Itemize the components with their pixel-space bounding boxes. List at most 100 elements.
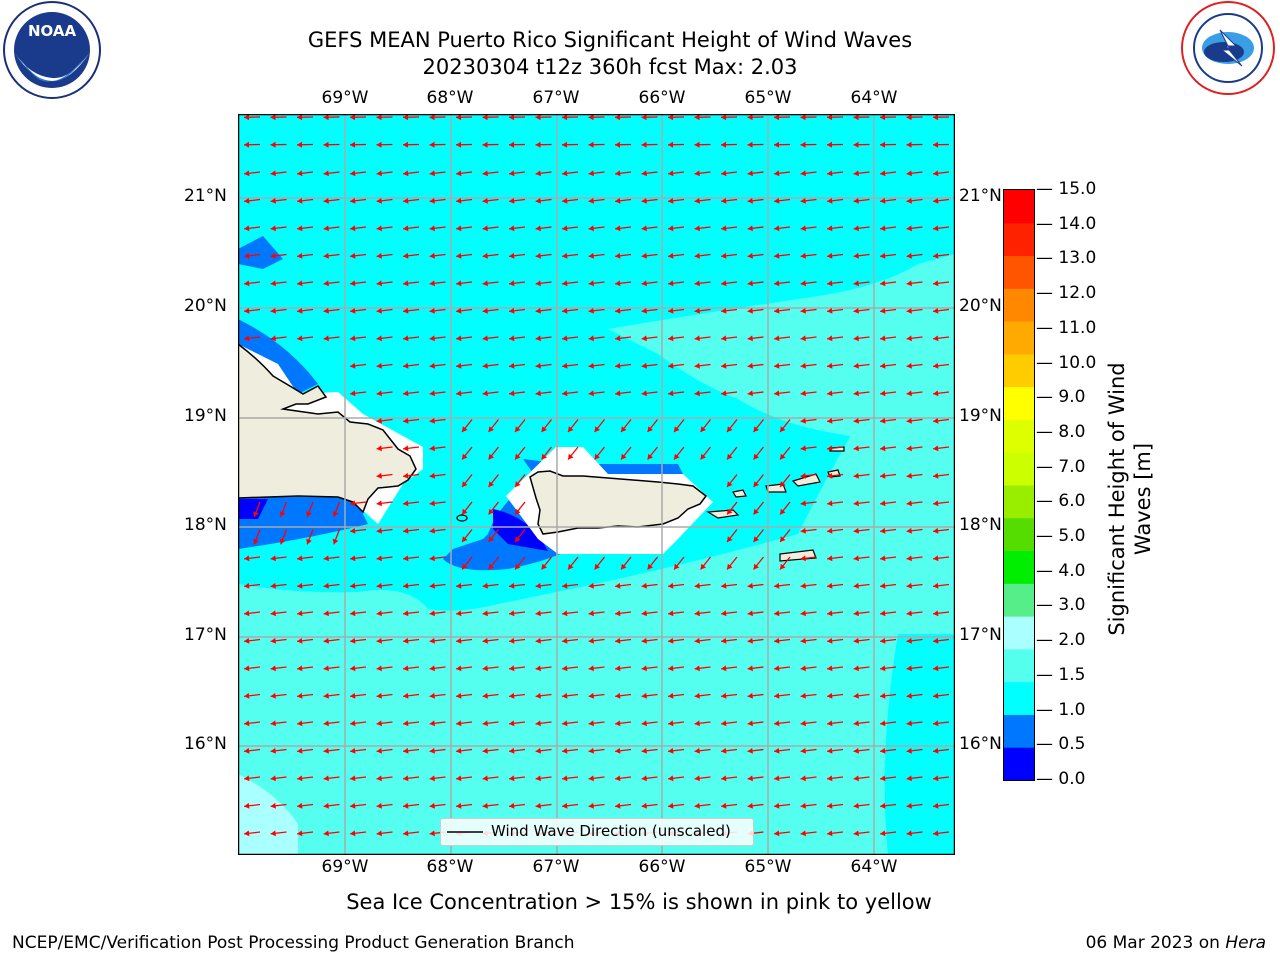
wind-wave-arrowhead bbox=[647, 453, 654, 460]
lat-label-right-17n: 17°N bbox=[959, 625, 1002, 645]
wind-wave-arrowhead bbox=[562, 775, 568, 782]
wind-wave-arrowhead bbox=[541, 563, 548, 570]
wind-wave-arrowhead bbox=[568, 453, 574, 460]
wind-wave-arrowhead bbox=[588, 252, 594, 259]
colorbar-tick-label: — 10.0 bbox=[1036, 352, 1097, 373]
wind-wave-arrowhead bbox=[906, 114, 912, 121]
wind-wave-arrowhead bbox=[615, 665, 621, 672]
wind-wave-arrowhead bbox=[562, 802, 568, 809]
wind-wave-arrowhead bbox=[727, 426, 733, 433]
wind-wave-arrowhead bbox=[933, 582, 939, 589]
wind-wave-arrowhead bbox=[456, 280, 462, 287]
wind-wave-arrowhead bbox=[350, 775, 356, 782]
wind-wave-arrowhead bbox=[668, 280, 674, 287]
wind-wave-arrowhead bbox=[376, 637, 382, 644]
wind-wave-arrowhead bbox=[429, 665, 435, 672]
lat-label-right-18n: 18°N bbox=[959, 515, 1002, 535]
wind-wave-arrowhead bbox=[933, 830, 939, 837]
wind-wave-arrowhead bbox=[827, 390, 833, 397]
wind-wave-arrowhead bbox=[906, 362, 912, 369]
wind-wave-arrowhead bbox=[562, 170, 568, 177]
wind-wave-arrowhead bbox=[535, 280, 541, 287]
wind-wave-arrowhead bbox=[827, 555, 833, 562]
wind-wave-arrowhead bbox=[562, 610, 568, 617]
wind-wave-arrowhead bbox=[350, 555, 356, 562]
wind-wave-arrowhead bbox=[376, 141, 382, 148]
wind-wave-arrowhead bbox=[853, 527, 859, 534]
wind-wave-arrowhead bbox=[880, 802, 886, 809]
wind-wave-arrowhead bbox=[721, 720, 727, 727]
colorbar-tick-label: — 1.0 bbox=[1036, 699, 1086, 720]
colorbar-tick-label: — 14.0 bbox=[1036, 213, 1097, 234]
wind-wave-arrowhead bbox=[780, 536, 786, 543]
wind-wave-arrowhead bbox=[403, 830, 409, 837]
colorbar-tick-label: — 15.0 bbox=[1036, 179, 1097, 199]
wind-wave-arrowhead bbox=[509, 362, 515, 369]
wind-wave-arrowhead bbox=[827, 280, 833, 287]
wind-wave-arrowhead bbox=[456, 197, 462, 204]
wind-wave-arrowhead bbox=[674, 563, 680, 570]
wind-wave-arrowhead bbox=[800, 830, 806, 837]
wind-wave-arrowhead bbox=[721, 802, 727, 809]
wind-wave-arrowhead bbox=[615, 390, 621, 397]
wind-wave-arrowhead bbox=[694, 692, 700, 699]
wind-wave-arrowhead bbox=[800, 362, 806, 369]
wind-wave-arrowhead bbox=[906, 830, 912, 837]
wind-wave-arrowhead bbox=[429, 445, 435, 452]
wind-wave-arrowhead bbox=[350, 582, 356, 589]
wind-wave-arrowhead bbox=[853, 582, 859, 589]
lat-label-left-16n: 16°N bbox=[184, 734, 227, 754]
colorbar-tick-label: — 1.5 bbox=[1036, 664, 1086, 685]
wind-wave-arrowhead bbox=[853, 720, 859, 727]
wind-wave-arrowhead bbox=[429, 362, 435, 369]
wind-wave-arrowhead bbox=[350, 390, 356, 397]
lon-label-bottom-67w: 67°W bbox=[532, 857, 580, 877]
wind-wave-arrowhead bbox=[933, 472, 939, 479]
wind-wave-arrowhead bbox=[429, 610, 435, 617]
wind-wave-arrowhead bbox=[853, 197, 859, 204]
wind-wave-arrowhead bbox=[906, 225, 912, 232]
wind-wave-arrowhead bbox=[774, 280, 780, 287]
wind-wave-arrowhead bbox=[244, 114, 250, 121]
wind-wave-arrowhead bbox=[721, 170, 727, 177]
wind-wave-arrowhead bbox=[774, 637, 780, 644]
wind-wave-arrowhead bbox=[668, 582, 674, 589]
wind-wave-arrowhead bbox=[647, 426, 654, 433]
wind-wave-arrowhead bbox=[827, 637, 833, 644]
wind-wave-arrowhead bbox=[244, 637, 250, 644]
wind-wave-arrowhead bbox=[668, 225, 674, 232]
wind-wave-arrowhead bbox=[482, 114, 488, 121]
wind-wave-arrowhead bbox=[488, 426, 495, 433]
wind-wave-arrowhead bbox=[880, 307, 886, 314]
wind-wave-arrowhead bbox=[615, 114, 621, 121]
wind-wave-arrowhead bbox=[482, 280, 488, 287]
wind-wave-arrowhead bbox=[880, 170, 886, 177]
wind-wave-arrowhead bbox=[774, 225, 780, 232]
wind-wave-arrowhead bbox=[376, 555, 382, 562]
wind-wave-arrowhead bbox=[906, 610, 912, 617]
wind-wave-arrowhead bbox=[509, 170, 515, 177]
wind-wave-arrowhead bbox=[933, 775, 939, 782]
wind-wave-arrowhead bbox=[297, 114, 303, 121]
wind-wave-arrowhead bbox=[297, 692, 303, 699]
wind-wave-arrowhead bbox=[297, 802, 303, 809]
wind-wave-arrowhead bbox=[403, 802, 409, 809]
wind-wave-arrowhead bbox=[279, 538, 286, 545]
wind-wave-arrowhead bbox=[509, 802, 515, 809]
wind-wave-arrowhead bbox=[880, 637, 886, 644]
wind-wave-arrowhead bbox=[694, 280, 700, 287]
colorbar-swatch bbox=[1004, 616, 1034, 650]
wave-zone-0-5-to-1-0-hispaniola-south bbox=[238, 484, 368, 549]
colorbar-swatches bbox=[1004, 190, 1034, 781]
wind-wave-arrowhead bbox=[509, 582, 515, 589]
wind-wave-arrowhead bbox=[270, 307, 276, 314]
wind-wave-arrowhead bbox=[509, 720, 515, 727]
wind-wave-arrowhead bbox=[376, 692, 382, 699]
wind-wave-arrowhead bbox=[621, 453, 627, 460]
wind-wave-arrowhead bbox=[588, 170, 594, 177]
wind-wave-arrowhead bbox=[641, 582, 647, 589]
wind-wave-arrowhead bbox=[615, 720, 621, 727]
wind-wave-arrowhead bbox=[429, 555, 435, 562]
wind-wave-arrowhead bbox=[747, 692, 753, 699]
wind-wave-arrowhead bbox=[721, 114, 727, 121]
